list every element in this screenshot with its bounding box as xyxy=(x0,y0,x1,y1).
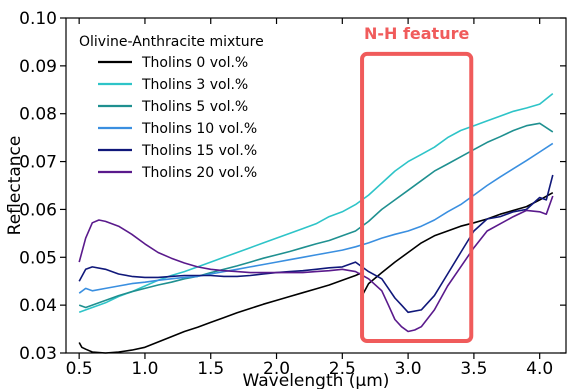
x-tick-label: 2.5 xyxy=(329,359,356,379)
y-tick-label: 0.03 xyxy=(19,344,57,364)
y-tick-label: 0.04 xyxy=(19,296,57,316)
series-line-0 xyxy=(78,191,554,354)
plot-frame xyxy=(65,17,567,354)
legend-label-5: Tholins 20 vol.% xyxy=(141,165,257,181)
y-tick-label: 0.05 xyxy=(19,248,57,268)
x-tick-label: 1.5 xyxy=(197,359,224,379)
nh-feature-box xyxy=(360,51,474,344)
x-tick-label: 0.5 xyxy=(66,359,93,379)
series-layer xyxy=(78,92,554,354)
series-line-4 xyxy=(78,174,554,314)
nh-feature-label: N-H feature xyxy=(364,24,470,43)
legend: Olivine-Anthracite mixture Tholins 0 vol… xyxy=(79,34,264,181)
legend-label-1: Tholins 3 vol.% xyxy=(141,77,248,93)
x-tick-label: 3.0 xyxy=(395,359,422,379)
legend-label-0: Tholins 0 vol.% xyxy=(141,55,248,71)
y-tick-label: 0.06 xyxy=(19,200,57,220)
y-axis-title: Reflectance xyxy=(5,136,25,236)
legend-label-2: Tholins 5 vol.% xyxy=(141,99,248,115)
y-tick-label: 0.10 xyxy=(19,9,57,29)
x-tick-label: 1.0 xyxy=(131,359,158,379)
x-tick-label: 4.0 xyxy=(526,359,553,379)
ticks-layer: 0.5 1.0 1.5 2.0 2.5 3.0 3.5 4.0 0.03 0.04 0.05 0.06… xyxy=(19,9,566,379)
legend-title: Olivine-Anthracite mixture xyxy=(79,34,264,50)
y-tick-label: 0.08 xyxy=(19,105,57,125)
y-tick-label: 0.07 xyxy=(19,153,57,173)
legend-label-4: Tholins 15 vol.% xyxy=(141,143,257,159)
series-line-5 xyxy=(78,195,554,333)
x-axis-title: Wavelength (µm) xyxy=(243,371,390,389)
y-tick-label: 0.09 xyxy=(19,57,57,77)
x-tick-label: 3.5 xyxy=(460,359,487,379)
x-tick-label: 2.0 xyxy=(263,359,290,379)
legend-items: Tholins 0 vol.% Tholins 3 vol.% Tholins 5 … xyxy=(98,55,257,181)
legend-label-3: Tholins 10 vol.% xyxy=(141,121,257,137)
